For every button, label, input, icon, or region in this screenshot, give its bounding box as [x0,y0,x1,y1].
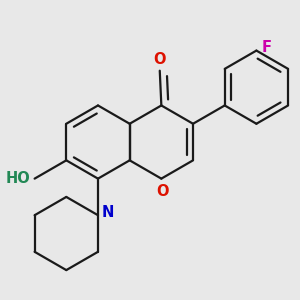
Text: O: O [157,184,169,200]
Text: N: N [102,205,114,220]
Text: O: O [154,52,166,67]
Text: HO: HO [6,171,31,186]
Text: F: F [262,40,272,55]
